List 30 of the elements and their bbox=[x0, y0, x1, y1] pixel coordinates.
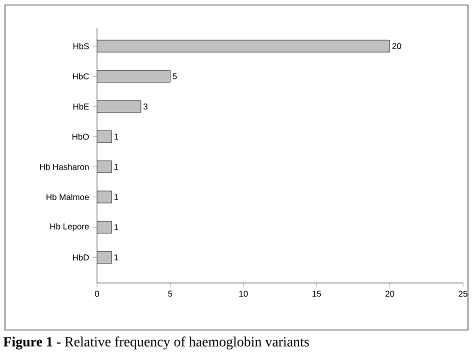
y-tick-label: Hb Malmoe bbox=[46, 194, 89, 200]
bar bbox=[97, 130, 112, 143]
y-tick-label: HbS bbox=[73, 42, 89, 50]
bar bbox=[97, 220, 112, 234]
x-tick-label: 10 bbox=[239, 290, 248, 297]
bar bbox=[97, 70, 170, 82]
y-tick-label: Hb Hasharon bbox=[40, 164, 89, 170]
text: Figure 1 - Relative frequency of haemoglobin variants bbox=[3, 336, 309, 350]
data-label: 1 bbox=[114, 164, 118, 170]
bar bbox=[97, 100, 142, 113]
bar bbox=[97, 160, 112, 174]
x-tick-label: 25 bbox=[458, 290, 468, 297]
bar bbox=[97, 40, 390, 52]
y-tick-label: Hb Lepore bbox=[50, 223, 89, 232]
y-tick-label: HbO bbox=[72, 134, 89, 140]
y-tick-label: HbC bbox=[72, 73, 89, 80]
data-label: 5 bbox=[172, 73, 177, 80]
x-tick-label: 5 bbox=[168, 290, 172, 297]
x-tick-label: 0 bbox=[94, 290, 100, 297]
y-tick-label: HbE bbox=[73, 103, 89, 110]
data-label: 1 bbox=[114, 134, 118, 140]
data-label: 3 bbox=[143, 103, 148, 110]
bar bbox=[97, 251, 112, 264]
y-tick-label: HbD bbox=[72, 254, 89, 260]
data-label: 1 bbox=[114, 194, 118, 200]
data-label: 20 bbox=[392, 43, 402, 50]
data-label: 1 bbox=[114, 224, 118, 230]
x-tick-label: 20 bbox=[386, 290, 394, 297]
x-tick-label: 15 bbox=[312, 290, 321, 297]
data-label: 1 bbox=[114, 254, 118, 260]
